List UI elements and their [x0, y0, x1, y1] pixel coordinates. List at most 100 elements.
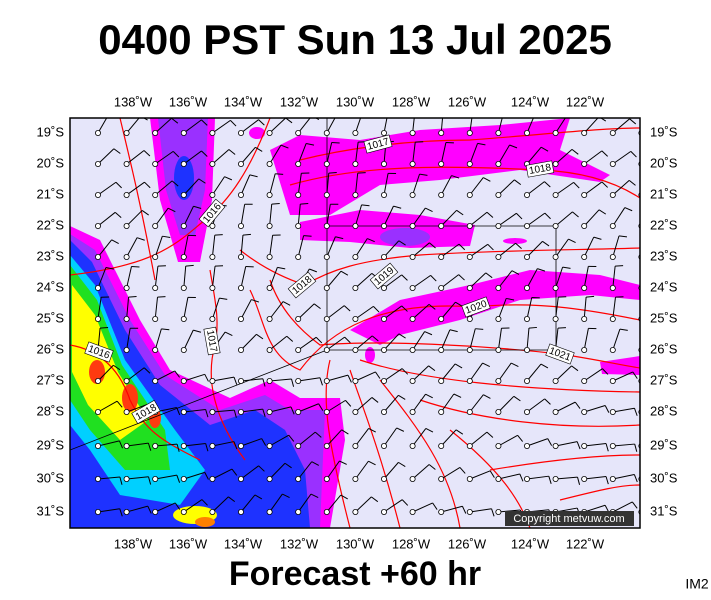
barb-station — [581, 315, 588, 322]
wind-barb — [552, 365, 579, 384]
barb-shaft — [212, 376, 235, 382]
wind-barb — [123, 327, 139, 353]
barb-feather — [544, 398, 551, 405]
barb-feather — [143, 150, 151, 157]
barb-shaft — [126, 404, 148, 413]
barb-shaft — [240, 299, 252, 320]
barb-shaft — [612, 329, 621, 351]
barb-feather — [148, 476, 152, 485]
barb-feather — [573, 182, 580, 189]
barb-station — [295, 315, 302, 322]
barb-shaft — [269, 267, 278, 289]
barb-shaft — [412, 242, 430, 258]
barb-feather — [314, 118, 320, 121]
barb-feather — [519, 473, 524, 482]
barb-feather — [328, 171, 337, 174]
barb-shaft — [469, 118, 473, 134]
wind-barb — [552, 296, 567, 322]
wind-barb — [352, 460, 376, 482]
lon-label-bottom: 130˚W — [336, 536, 375, 551]
wind-barb — [409, 464, 436, 482]
barb-station — [380, 408, 387, 415]
barb-shaft — [183, 235, 189, 258]
barb-shaft — [355, 272, 373, 289]
wind-barbs — [95, 118, 658, 518]
barb-shaft — [412, 428, 427, 447]
barb-feather — [428, 464, 436, 470]
wind-barb — [352, 371, 381, 384]
wind-barb — [438, 209, 464, 229]
wind-barb — [409, 502, 438, 515]
barb-shaft — [612, 118, 630, 134]
wind-barb — [152, 235, 171, 260]
wind-barb — [180, 234, 197, 260]
barb-feather — [119, 476, 123, 485]
barb-feather — [119, 508, 123, 517]
wind-barb — [352, 172, 366, 198]
barb-station — [495, 475, 502, 482]
barb-feather — [228, 149, 236, 155]
barb-station — [180, 442, 187, 449]
barb-feather — [455, 301, 463, 307]
barb-shaft — [440, 209, 457, 227]
barb-station — [266, 377, 273, 384]
barb-feather — [425, 207, 433, 212]
wind-barb — [380, 427, 405, 449]
barb-shaft — [126, 118, 140, 134]
barb-station — [266, 475, 273, 482]
barb-station — [123, 442, 130, 449]
barb-feather — [632, 371, 638, 379]
barb-shaft — [269, 301, 284, 320]
wind-barb — [409, 141, 424, 167]
barb-station — [180, 253, 187, 260]
barb-feather — [251, 299, 260, 303]
barb-station — [581, 475, 588, 482]
barb-feather — [605, 476, 609, 485]
wind-barb — [123, 237, 145, 260]
barb-feather — [398, 394, 406, 400]
barb-station — [438, 284, 445, 291]
barb-station — [552, 408, 559, 415]
barb-station — [466, 508, 473, 515]
wind-barb — [380, 274, 408, 291]
barb-station — [524, 346, 531, 353]
barb-station — [123, 160, 130, 167]
barb-station — [152, 129, 159, 136]
barb-shaft — [212, 496, 229, 513]
wind-barb — [380, 118, 388, 136]
barb-station — [466, 346, 473, 353]
barb-feather — [371, 397, 379, 403]
barb-shaft — [355, 397, 373, 413]
barb-station — [581, 408, 588, 415]
barb-station — [237, 377, 244, 384]
wind-barb — [180, 329, 202, 353]
barb-feather — [401, 305, 408, 312]
barb-feather — [650, 206, 658, 208]
wind-barb — [237, 299, 260, 322]
barb-feather — [258, 465, 265, 472]
barb-station — [237, 253, 244, 260]
wind-barb — [209, 265, 224, 291]
barb-station — [180, 191, 187, 198]
barb-feather — [339, 460, 347, 465]
barb-shaft — [97, 118, 108, 134]
barb-feather — [162, 235, 171, 238]
barb-station — [409, 508, 416, 515]
barb-station — [524, 222, 531, 229]
wind-barb — [152, 370, 180, 384]
wind-barb — [409, 427, 434, 449]
barb-shaft — [212, 409, 235, 413]
barb-shaft — [555, 181, 574, 196]
wind-barb — [438, 363, 463, 384]
wind-barb — [152, 207, 176, 229]
barb-station — [180, 284, 187, 291]
barb-station — [609, 253, 616, 260]
barb-feather — [618, 235, 628, 238]
barb-station — [438, 377, 445, 384]
barb-station — [295, 191, 302, 198]
barb-shaft — [240, 333, 257, 351]
wind-barb — [123, 181, 151, 198]
barb-shaft — [583, 266, 589, 289]
barb-feather — [514, 179, 522, 186]
barb-shaft — [497, 328, 502, 351]
